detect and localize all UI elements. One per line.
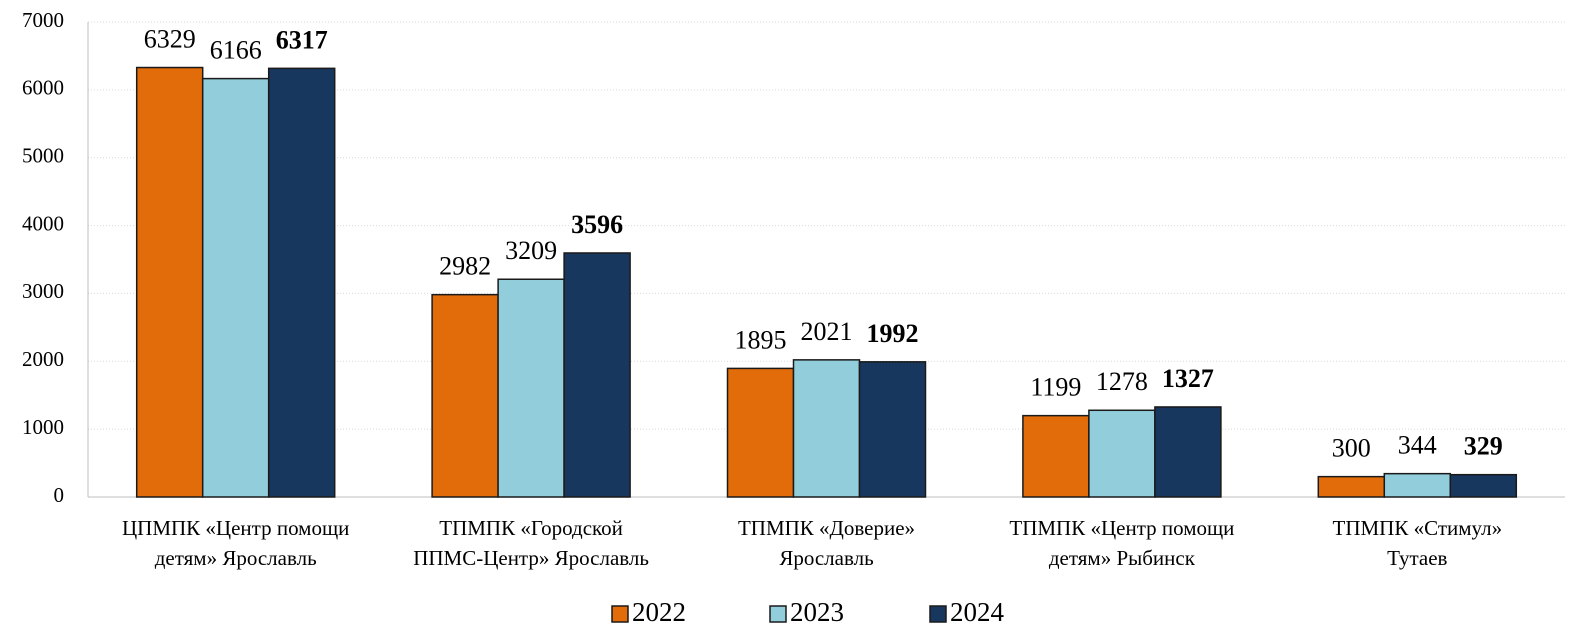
bar (858, 361, 927, 498)
data-label: 6317 (276, 25, 328, 54)
bar (497, 278, 565, 498)
bar (267, 67, 336, 498)
data-label: 344 (1398, 431, 1437, 460)
data-label: 329 (1464, 432, 1503, 461)
legend-label: 2023 (790, 597, 844, 627)
y-tick-label: 4000 (22, 211, 64, 235)
bar (431, 293, 499, 498)
bar (201, 77, 270, 498)
bar (1154, 406, 1222, 498)
legend-swatch (929, 605, 947, 623)
x-tick-label: Тутаев (1387, 546, 1447, 570)
y-tick-label: 5000 (22, 144, 64, 168)
bar (135, 66, 204, 498)
data-label: 1895 (735, 325, 787, 354)
y-tick-label: 6000 (22, 76, 64, 100)
x-tick-label: ППМС-Центр» Ярославль (413, 546, 649, 570)
data-label: 3596 (571, 210, 623, 239)
y-tick-label: 7000 (22, 8, 64, 32)
data-label: 3209 (505, 236, 557, 265)
legend-swatch (611, 605, 629, 623)
x-tick-label: ЦПМПК «Центр помощи (122, 516, 349, 540)
bar (792, 359, 861, 498)
bar (1449, 473, 1518, 498)
x-tick-label: ТПМПК «Городской (439, 516, 623, 540)
y-tick-label: 1000 (22, 415, 64, 439)
legend-label: 2022 (632, 597, 686, 627)
bar (1088, 409, 1156, 498)
y-tick-label: 2000 (22, 347, 64, 371)
data-label: 1199 (1030, 373, 1081, 402)
data-label: 6166 (210, 36, 262, 65)
x-tick-label: ТПМПК «Доверие» (738, 516, 915, 540)
x-tick-label: детям» Рыбинск (1049, 546, 1196, 570)
bar (1383, 472, 1452, 498)
bar (1022, 414, 1090, 498)
data-label: 2021 (801, 317, 853, 346)
legend-label: 2024 (950, 597, 1005, 627)
bar (563, 252, 631, 498)
y-tick-label: 3000 (22, 279, 64, 303)
data-label: 1327 (1162, 364, 1214, 393)
x-tick-label: Ярославль (779, 546, 873, 570)
x-tick-label: ТПМПК «Центр помощи (1009, 516, 1234, 540)
data-label: 1278 (1096, 367, 1148, 396)
x-tick-label: детям» Ярославль (155, 546, 317, 570)
y-tick-label: 0 (54, 483, 65, 507)
data-label: 2982 (439, 252, 491, 281)
data-label: 6329 (144, 25, 196, 54)
data-label: 300 (1332, 434, 1371, 463)
legend-swatch (769, 605, 787, 623)
bar (1317, 475, 1386, 498)
bar (726, 367, 795, 498)
x-tick-label: ТПМПК «Стимул» (1333, 516, 1503, 540)
data-label: 1992 (867, 319, 919, 348)
